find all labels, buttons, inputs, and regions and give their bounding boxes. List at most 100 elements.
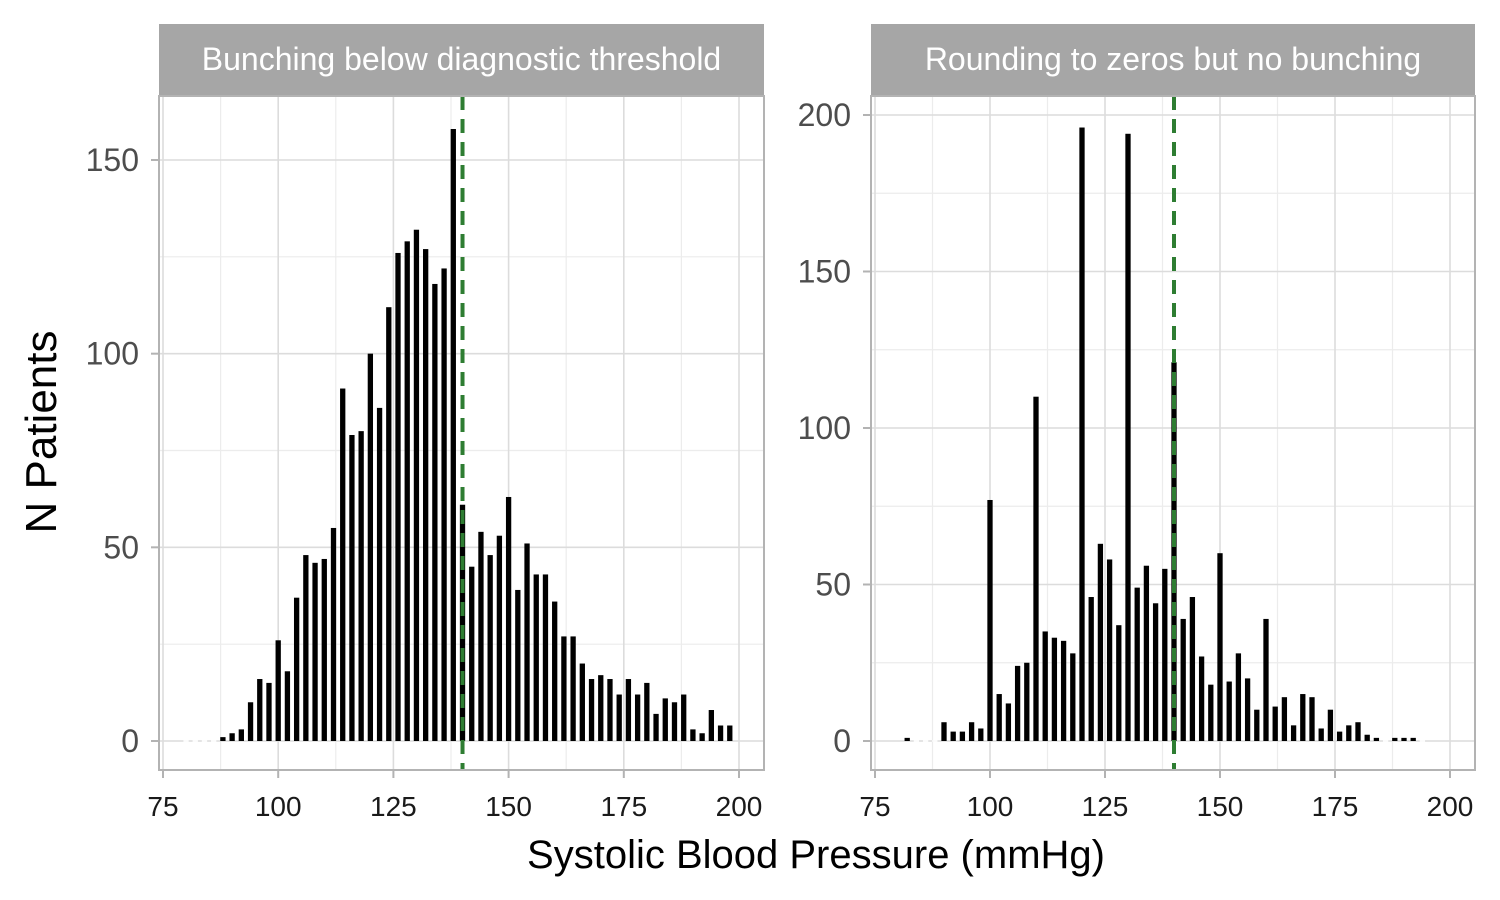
bar (211, 740, 217, 742)
bar (1152, 603, 1159, 741)
bar (1281, 697, 1288, 741)
bar (1309, 697, 1315, 741)
bar (330, 527, 337, 741)
bar (312, 562, 318, 741)
bar (588, 679, 595, 741)
bar (950, 731, 956, 741)
bar (459, 504, 466, 741)
bar (349, 435, 355, 741)
bar (487, 555, 493, 741)
bar (524, 543, 530, 741)
bar (1005, 703, 1012, 741)
bar (968, 722, 975, 741)
x-tick-label: 150 (485, 791, 532, 822)
bar (1171, 362, 1177, 741)
bar (904, 737, 910, 741)
bar (238, 729, 244, 741)
bar (229, 733, 235, 741)
bar (1033, 396, 1039, 741)
bar (1263, 618, 1269, 741)
bar (1116, 625, 1122, 741)
bar (1318, 728, 1324, 741)
bar (358, 431, 364, 741)
bar (1244, 678, 1251, 741)
bar (220, 737, 226, 741)
bar (505, 496, 512, 741)
bar (1162, 568, 1168, 741)
bar (404, 241, 410, 741)
bar (1198, 656, 1205, 741)
bar (922, 740, 929, 742)
bar (1392, 737, 1398, 741)
x-tick-label: 125 (1082, 791, 1129, 822)
bar (671, 702, 678, 741)
bar (303, 555, 309, 741)
bar (1226, 681, 1232, 741)
bar (570, 636, 576, 741)
bar (1346, 725, 1352, 741)
bar (1070, 653, 1076, 741)
bar (598, 675, 604, 741)
y-tick-label: 0 (833, 723, 851, 759)
bar (275, 640, 281, 741)
bar (1272, 706, 1278, 741)
bar (441, 268, 447, 741)
bar (1134, 587, 1140, 741)
bar (376, 407, 383, 741)
x-tick-label: 200 (716, 791, 763, 822)
x-tick-label: 125 (370, 791, 417, 822)
y-tick-label: 50 (815, 567, 851, 603)
bar (634, 694, 641, 741)
bar (941, 722, 947, 741)
bar (340, 388, 346, 741)
bar (1125, 133, 1131, 741)
bar (1327, 709, 1334, 741)
y-tick-label: 50 (103, 529, 139, 565)
bar (496, 535, 503, 741)
bar (1106, 559, 1113, 741)
y-tick-label: 150 (86, 142, 139, 178)
bar (978, 728, 984, 741)
bar (1143, 565, 1150, 741)
bar (1014, 665, 1021, 741)
bar (690, 729, 696, 741)
bar (699, 733, 705, 741)
y-tick-label: 200 (798, 97, 851, 133)
bar (432, 283, 438, 741)
bar (386, 307, 392, 741)
facet-title: Bunching below diagnostic threshold (202, 41, 721, 77)
x-tick-label: 75 (859, 791, 890, 822)
bar (395, 252, 401, 741)
bar (1419, 740, 1426, 742)
bar (1254, 709, 1260, 741)
bar (423, 249, 429, 741)
bar (913, 740, 920, 742)
bar (1051, 637, 1058, 741)
x-tick-label: 175 (600, 791, 647, 822)
bar (469, 566, 475, 741)
facet-title: Rounding to zeros but no bunching (925, 41, 1421, 77)
x-axis-title: Systolic Blood Pressure (mmHg) (527, 833, 1105, 877)
bar (1189, 597, 1196, 741)
bar (533, 574, 539, 741)
bar (959, 731, 966, 741)
panel-bunching: Bunching below diagnostic threshold 0 50 10… (86, 24, 765, 822)
bar (284, 671, 291, 741)
bar (1042, 631, 1048, 741)
bar (727, 725, 733, 741)
bar (1217, 553, 1223, 741)
bar (450, 129, 456, 742)
bar (478, 531, 484, 741)
bar (247, 702, 254, 741)
bar (996, 694, 1002, 741)
x-tick-label: 150 (1197, 791, 1244, 822)
bar (1079, 127, 1085, 741)
bar (1024, 662, 1030, 741)
bar (321, 558, 327, 741)
panel-border (158, 95, 765, 771)
bar (1097, 543, 1104, 741)
bar (413, 229, 420, 741)
bar (1336, 731, 1343, 741)
x-tick-label: 200 (1427, 791, 1474, 822)
bar (653, 713, 659, 741)
